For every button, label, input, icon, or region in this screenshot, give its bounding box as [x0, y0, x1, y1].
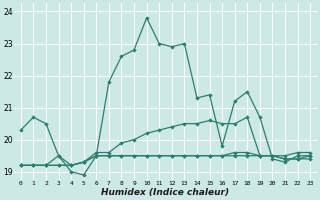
- X-axis label: Humidex (Indice chaleur): Humidex (Indice chaleur): [101, 188, 229, 197]
